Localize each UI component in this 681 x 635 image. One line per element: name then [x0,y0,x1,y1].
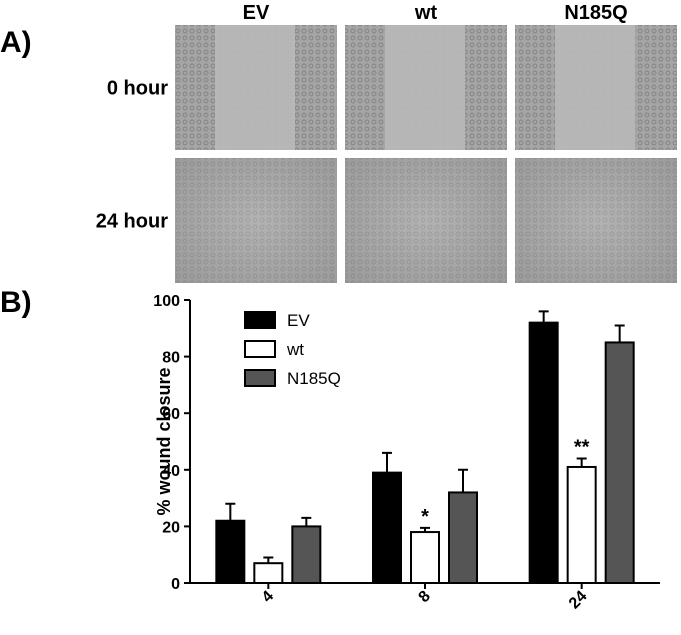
y-axis-label: % wound closure [154,367,174,515]
legend-label: EV [287,311,310,330]
bar [372,471,402,585]
legend-label: N185Q [287,369,341,388]
column-label: N185Q [564,2,627,24]
chart: B) 0 20 40 60 80 100 % wound closure 4 8 * 24 ** EV wt… [0,286,660,612]
row-label: 24 hour [96,211,168,233]
bar [566,465,597,584]
y-tick-label: 40 [162,463,180,480]
bar [253,562,284,585]
column-label: wt [414,2,438,24]
y-tick-label: 100 [153,293,180,310]
y-tick-label: 20 [162,519,180,536]
legend-label: wt [286,340,304,359]
panel-label: B) [0,286,32,319]
x-tick-label: 24 [566,588,591,613]
wound-gap [555,25,635,150]
row-label: 0 hour [107,78,168,100]
wound-gap [215,25,295,150]
x-tick-label: 8 [416,588,434,606]
bar [448,491,478,584]
bar [604,341,635,585]
significance: * [421,506,429,528]
panel-a: A) EV wt N185Q 0 hour 24 hour [0,2,677,283]
bar [410,531,440,584]
legend-swatch [244,369,276,387]
bar [291,525,322,585]
panel-label: A) [0,26,32,59]
x-tick-label: 4 [259,588,277,606]
y-tick-label: 0 [171,576,180,593]
wound-gap [385,25,465,150]
column-label: EV [243,2,270,24]
micrograph-shade [515,158,677,283]
micrograph-shade [175,158,337,283]
bar [528,321,559,584]
y-tick-label: 80 [162,350,180,367]
bar [215,519,246,584]
legend-swatch [244,340,276,358]
legend-swatch [244,311,276,329]
y-tick-label: 60 [162,406,180,423]
significance: ** [574,436,590,458]
micrograph-shade [345,158,507,283]
